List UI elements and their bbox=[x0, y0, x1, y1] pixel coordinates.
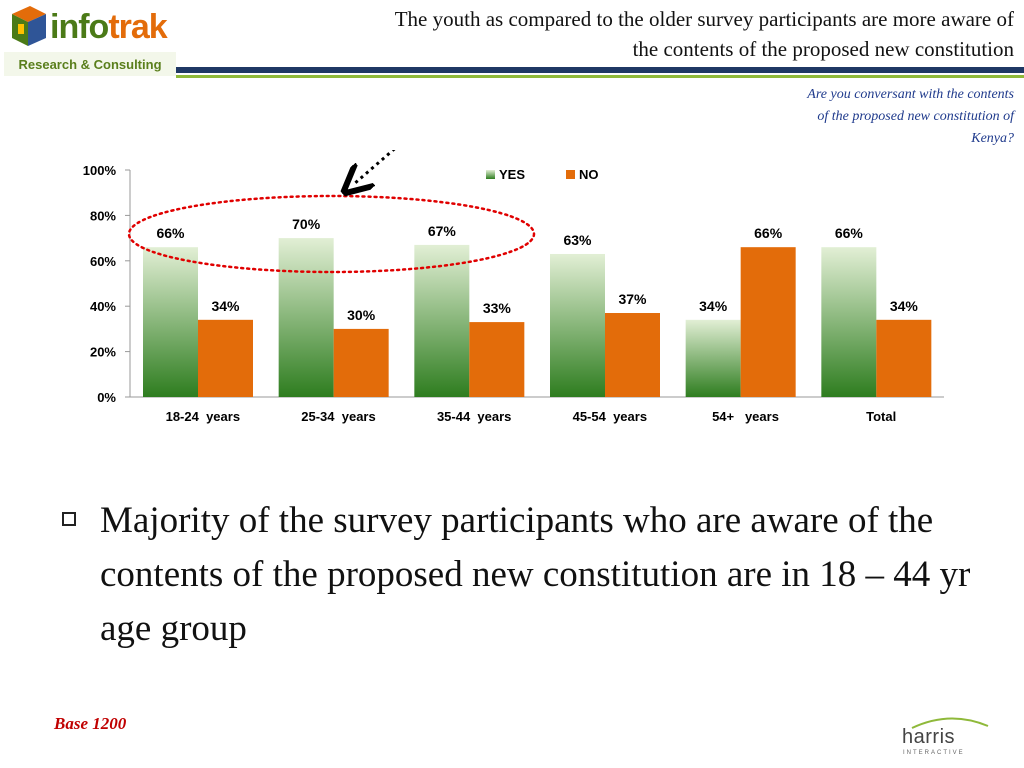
infotrak-logo: infotrak Research & Consulting bbox=[4, 2, 176, 80]
survey-question-line3: Kenya? bbox=[971, 131, 1014, 146]
legend-swatch-no bbox=[566, 170, 575, 179]
x-tick-label: 25-34 years bbox=[301, 409, 375, 424]
data-label-yes: 34% bbox=[699, 298, 728, 314]
bar-yes-5 bbox=[685, 319, 741, 397]
bar-yes-2 bbox=[278, 238, 334, 397]
y-tick-label: 0% bbox=[97, 390, 116, 405]
data-label-no: 33% bbox=[483, 300, 512, 316]
x-tick-label: 45-54 years bbox=[573, 409, 647, 424]
y-tick-label: 40% bbox=[90, 299, 116, 314]
logo-wordmark: infotrak bbox=[50, 8, 168, 47]
logo-word-trak: trak bbox=[108, 8, 167, 46]
harris-subtext: INTERACTIVE bbox=[903, 750, 965, 756]
legend-label-yes: YES bbox=[499, 167, 525, 182]
y-tick-label: 80% bbox=[90, 208, 116, 223]
harris-wordmark: harris bbox=[902, 726, 956, 748]
slide-title-line2: the contents of the proposed new constit… bbox=[632, 37, 1014, 61]
logo-subtitle: Research & Consulting bbox=[4, 52, 176, 76]
key-finding-text: Majority of the survey participants who … bbox=[100, 500, 971, 649]
y-tick-label: 60% bbox=[90, 254, 116, 269]
dotted-arrow-icon bbox=[354, 150, 396, 184]
x-tick-label: 18-24 years bbox=[166, 409, 240, 424]
bar-no-3 bbox=[469, 322, 525, 397]
bar-yes-4 bbox=[550, 253, 605, 397]
header-rule-navy bbox=[176, 67, 1024, 73]
data-label-no: 34% bbox=[211, 298, 240, 314]
header-rule-green bbox=[176, 75, 1024, 78]
data-label-yes: 67% bbox=[428, 223, 457, 239]
bar-no-4 bbox=[605, 313, 660, 397]
bar-no-2 bbox=[333, 328, 389, 397]
bar-no-6 bbox=[876, 319, 932, 397]
data-label-no: 37% bbox=[618, 291, 647, 307]
x-tick-label: 54+ years bbox=[712, 409, 779, 424]
cube-icon bbox=[12, 6, 46, 46]
survey-question: Are you conversant with the contents of … bbox=[734, 84, 1014, 150]
legend-swatch-yes bbox=[486, 170, 495, 179]
data-label-yes: 66% bbox=[156, 225, 185, 241]
data-label-no: 66% bbox=[754, 225, 783, 241]
bar-yes-6 bbox=[821, 247, 877, 397]
y-tick-label: 100% bbox=[83, 163, 117, 178]
bar-yes-3 bbox=[414, 244, 470, 397]
data-label-yes: 70% bbox=[292, 216, 321, 232]
logo-panel: infotrak Research & Consulting bbox=[4, 2, 176, 78]
awareness-bar-chart: 0% 20% 40% 60% 80% 100% 66% 34% 18-24 years 70% 3… bbox=[83, 150, 944, 424]
bar-no-1 bbox=[198, 319, 253, 397]
survey-question-line2: of the proposed new constitution of bbox=[817, 109, 1014, 124]
data-label-no: 30% bbox=[347, 307, 376, 323]
base-footnote: Base 1200 bbox=[54, 714, 127, 733]
bar-no-5 bbox=[740, 247, 796, 397]
x-tick-label: 35-44 years bbox=[437, 409, 511, 424]
checkbox-bullet-icon bbox=[62, 512, 76, 526]
y-tick-label: 20% bbox=[90, 345, 116, 360]
data-label-yes: 66% bbox=[835, 225, 864, 241]
key-finding-bullet: Majority of the survey participants who … bbox=[62, 494, 982, 656]
x-tick-label: Total bbox=[866, 409, 896, 424]
survey-question-line1: Are you conversant with the contents bbox=[807, 87, 1014, 102]
legend-label-no: NO bbox=[579, 167, 599, 182]
slide-title-line1: The youth as compared to the older surve… bbox=[394, 7, 1014, 31]
data-label-no: 34% bbox=[890, 298, 919, 314]
harris-interactive-logo: harris INTERACTIVE bbox=[902, 716, 992, 756]
logo-word-info: info bbox=[50, 8, 109, 46]
bar-yes-1 bbox=[143, 247, 198, 397]
highlight-ellipse bbox=[127, 194, 536, 274]
data-label-yes: 63% bbox=[563, 232, 592, 248]
harris-arc-icon bbox=[911, 717, 989, 729]
slide-title: The youth as compared to the older surve… bbox=[194, 4, 1014, 64]
